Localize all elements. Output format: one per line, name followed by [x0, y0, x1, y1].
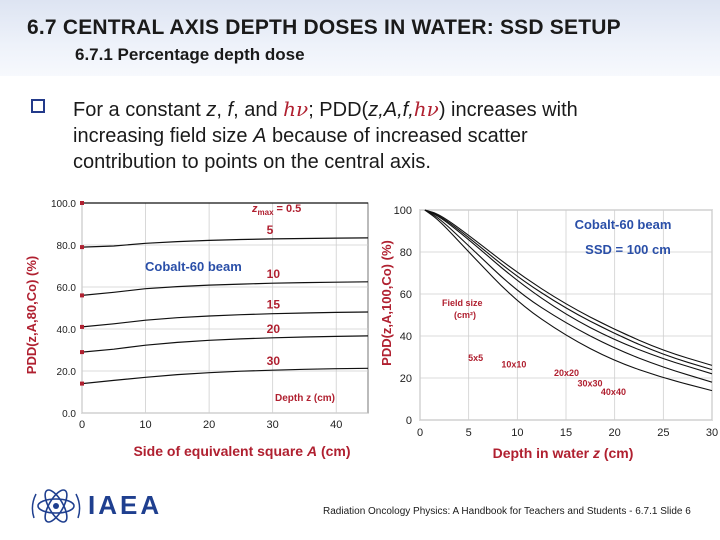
right-y-tick-label: 100 — [394, 205, 412, 217]
right-y-tick-label: 0 — [406, 415, 412, 427]
left-series-label-20: 20 — [267, 322, 281, 336]
right-x-tick-label: 30 — [706, 427, 718, 439]
pdd-vs-field-size-chart: 0.0 20.0 40.0 60.0 80.0 100.0 0 10 20 30 40 5 10 15… — [24, 199, 369, 459]
left-x-tick-label: 10 — [139, 419, 151, 431]
right-series-line-5x5 — [424, 209, 713, 392]
left-plot-area — [81, 202, 369, 414]
right-series-label-10x10: 10x10 — [501, 360, 526, 370]
left-series-line-15 — [81, 311, 369, 328]
slide-header — [0, 0, 720, 76]
right-series-line-30x30 — [424, 209, 713, 371]
left-series-marker-zmax — [80, 201, 84, 205]
left-y-tick-label: 0.0 — [62, 409, 76, 420]
left-x-tick-label: 0 — [79, 419, 85, 431]
right-y-tick-label: 40 — [400, 331, 412, 343]
left-zmax-label: zmax = 0.5 — [251, 203, 301, 217]
left-series-marker-5 — [80, 245, 84, 250]
left-y-tick-label: 20.0 — [57, 367, 77, 378]
footer-credit: Radiation Oncology Physics: A Handbook f… — [323, 506, 691, 517]
left-y-tick-label: 100.0 — [51, 199, 76, 210]
right-legend-title: Field size — [442, 298, 483, 308]
right-x-tick-label: 25 — [657, 427, 669, 439]
right-series-label-40x40: 40x40 — [601, 387, 626, 397]
left-series-label-15: 15 — [267, 298, 281, 312]
left-series-line-30 — [81, 367, 369, 385]
bullet-text: For a constant z, f, and hν; PDD(z,A,f,h… — [73, 97, 578, 173]
right-series-label-20x20: 20x20 — [554, 368, 579, 378]
left-depth-label: Depth z (cm) — [275, 393, 335, 404]
right-series-label-30x30: 30x30 — [577, 378, 602, 388]
right-x-tick-label: 0 — [417, 427, 423, 439]
right-series-line-20x20 — [424, 209, 713, 375]
right-chart-title: Cobalt-60 beam — [575, 217, 672, 232]
left-series-marker-10 — [80, 293, 84, 298]
right-y-tick-label: 60 — [400, 289, 412, 301]
left-series-line-20 — [81, 335, 369, 353]
left-y-tick-label: 80.0 — [57, 241, 77, 252]
right-x-axis-label: Depth in water z (cm) — [493, 445, 634, 461]
left-x-axis-label: Side of equivalent square A (cm) — [133, 443, 350, 459]
right-series-line-40x40 — [424, 209, 713, 366]
right-x-tick-label: 10 — [511, 427, 523, 439]
right-x-tick-label: 15 — [560, 427, 572, 439]
pdd-vs-depth-chart: 0 20 40 60 80 100 0 5 10 15 20 25 30 5x5 10x10 20x203… — [379, 205, 718, 461]
left-y-tick-label: 60.0 — [57, 283, 77, 294]
right-chart-title2: SSD = 100 cm — [585, 242, 671, 257]
right-legend-unit: (cm²) — [454, 310, 476, 320]
right-y-tick-label: 20 — [400, 373, 412, 385]
left-x-tick-label: 30 — [267, 419, 279, 431]
left-y-tick-label: 40.0 — [57, 325, 77, 336]
right-y-tick-label: 80 — [400, 247, 412, 259]
bullet-checkbox-icon — [31, 99, 45, 113]
left-y-axis-label: PDD(z,A,80,Co) (%) — [24, 256, 39, 374]
left-series-line-5 — [81, 237, 369, 248]
slide-title: 6.7 CENTRAL AXIS DEPTH DOSES IN WATER: S… — [27, 16, 621, 39]
right-y-axis-label: PDD(z,A,100,Co) (%) — [379, 240, 394, 366]
right-x-tick-label: 20 — [609, 427, 621, 439]
left-series-marker-20 — [80, 350, 84, 355]
left-series-marker-30 — [80, 381, 84, 386]
right-series-line-10x10 — [424, 209, 713, 383]
iaea-emblem-icon — [31, 489, 81, 523]
left-series-marker-15 — [80, 324, 84, 329]
left-series-line-10 — [81, 281, 369, 296]
iaea-logo-text: IAEA — [88, 490, 163, 520]
left-series-label-10: 10 — [267, 267, 281, 281]
left-series-label-30: 30 — [267, 354, 281, 368]
right-x-tick-label: 5 — [466, 427, 472, 439]
left-x-tick-label: 20 — [203, 419, 215, 431]
left-annotation: Cobalt-60 beam — [145, 259, 242, 274]
slide-subtitle: 6.7.1 Percentage depth dose — [75, 45, 305, 64]
left-x-tick-label: 40 — [330, 419, 342, 431]
left-series-label-5: 5 — [267, 223, 274, 237]
right-series-label-5x5: 5x5 — [468, 353, 483, 363]
